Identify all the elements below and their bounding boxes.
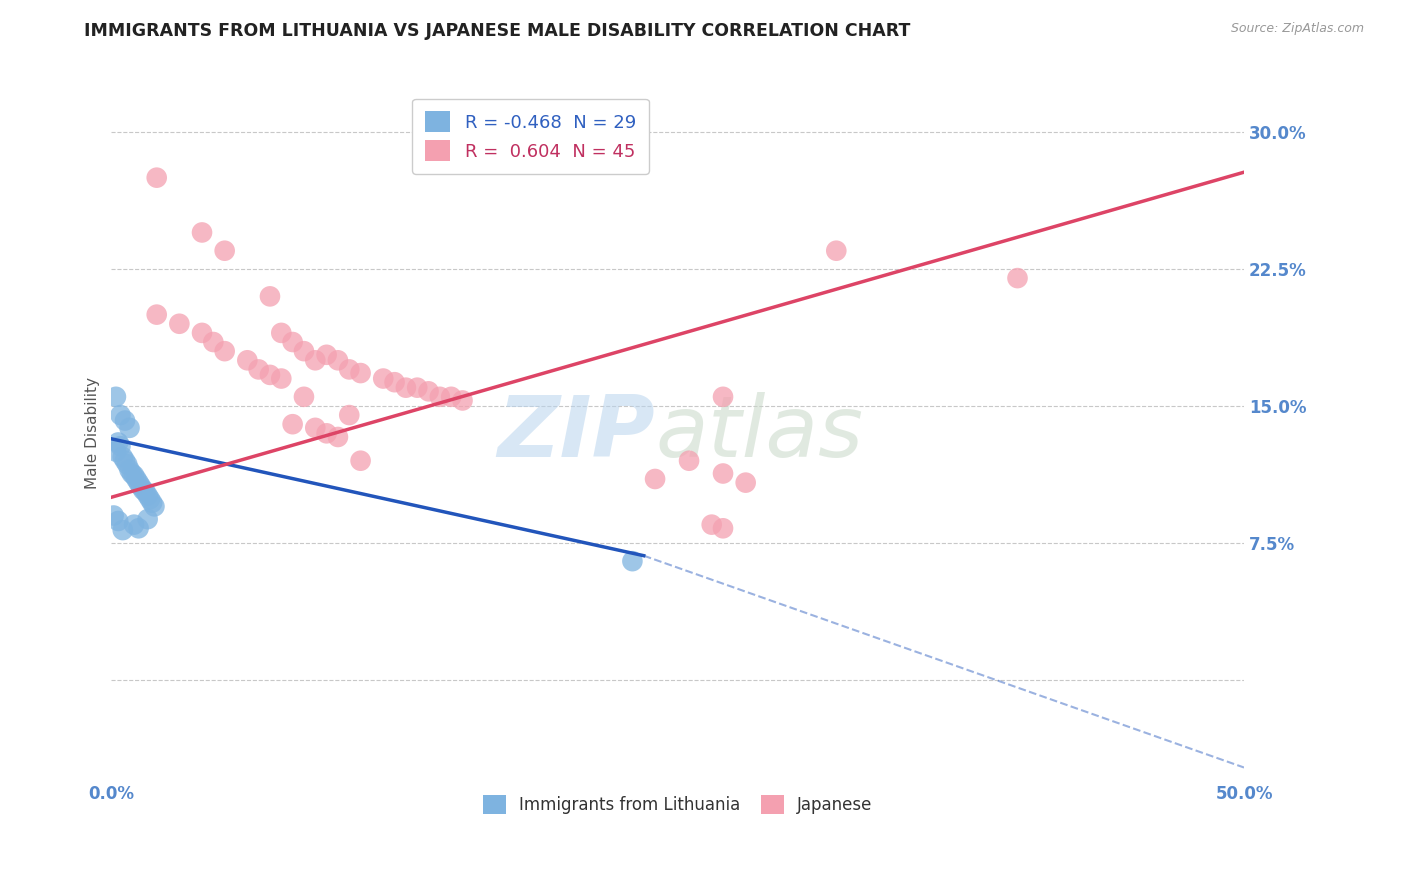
Point [134, 484, 156, 499]
Point [104, 444, 127, 458]
Point [136, 488, 159, 502]
Point [143, 500, 166, 514]
Point [169, 317, 191, 331]
Point [111, 523, 134, 537]
Point [139, 491, 162, 506]
Point [110, 408, 132, 422]
Point [103, 508, 125, 523]
Point [236, 353, 259, 368]
Point [110, 439, 132, 453]
Point [247, 362, 270, 376]
Point [270, 326, 292, 340]
Point [349, 454, 371, 468]
Point [326, 430, 349, 444]
Point [711, 390, 734, 404]
Point [711, 521, 734, 535]
Legend: Immigrants from Lithuania, Japanese: Immigrants from Lithuania, Japanese [472, 785, 883, 824]
Point [107, 435, 129, 450]
Point [121, 467, 143, 481]
Point [214, 344, 236, 359]
Point [118, 421, 141, 435]
Point [315, 426, 337, 441]
Point [128, 475, 150, 490]
Point [678, 454, 700, 468]
Point [451, 393, 474, 408]
Point [128, 521, 150, 535]
Point [734, 475, 756, 490]
Point [202, 334, 225, 349]
Point [315, 348, 337, 362]
Point [136, 512, 159, 526]
Point [114, 454, 136, 468]
Point [700, 517, 723, 532]
Text: ZIP: ZIP [498, 392, 655, 475]
Point [406, 381, 429, 395]
Point [384, 375, 406, 389]
Text: Source: ZipAtlas.com: Source: ZipAtlas.com [1230, 22, 1364, 36]
Point [122, 517, 145, 532]
Point [292, 390, 315, 404]
Y-axis label: Male Disability: Male Disability [86, 377, 100, 490]
Point [373, 371, 395, 385]
Point [104, 390, 127, 404]
Point [711, 467, 734, 481]
Point [418, 384, 440, 399]
Point [111, 450, 134, 464]
Point [825, 244, 848, 258]
Point [304, 353, 326, 368]
Point [191, 326, 214, 340]
Point [259, 368, 281, 382]
Point [292, 344, 315, 359]
Point [191, 226, 214, 240]
Point [129, 479, 152, 493]
Point [117, 458, 139, 472]
Point [440, 390, 463, 404]
Point [304, 421, 326, 435]
Point [326, 353, 349, 368]
Point [141, 496, 163, 510]
Point [644, 472, 666, 486]
Point [114, 413, 136, 427]
Text: atlas: atlas [655, 392, 863, 475]
Point [132, 483, 155, 497]
Point [107, 514, 129, 528]
Point [337, 408, 360, 422]
Point [1007, 271, 1029, 285]
Point [145, 308, 167, 322]
Point [395, 381, 418, 395]
Point [118, 463, 141, 477]
Point [337, 362, 360, 376]
Text: IMMIGRANTS FROM LITHUANIA VS JAPANESE MALE DISABILITY CORRELATION CHART: IMMIGRANTS FROM LITHUANIA VS JAPANESE MA… [84, 22, 911, 40]
Point [214, 244, 236, 258]
Point [145, 170, 167, 185]
Point [259, 289, 281, 303]
Point [349, 366, 371, 380]
Point [270, 371, 292, 385]
Point [122, 468, 145, 483]
Point [429, 390, 451, 404]
Point [621, 554, 644, 568]
Point [281, 334, 304, 349]
Point [281, 417, 304, 432]
Point [125, 472, 148, 486]
